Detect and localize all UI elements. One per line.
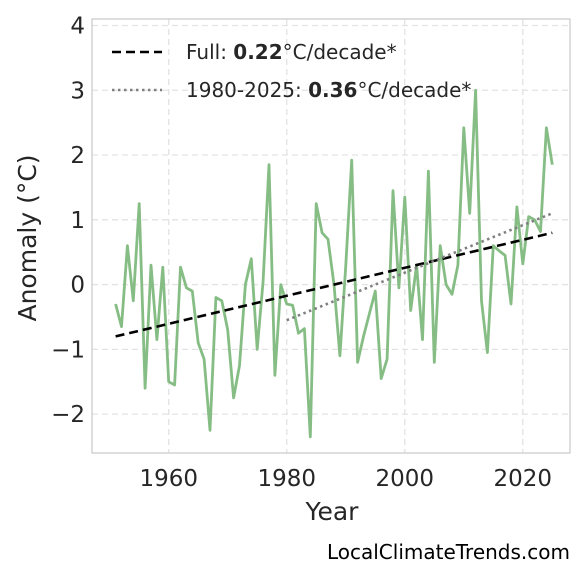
plot-frame xyxy=(91,18,571,454)
legend-series-name: 1980-2025: xyxy=(186,78,308,102)
legend-trend-value: 0.36 xyxy=(308,78,357,102)
y-tick-label: −1 xyxy=(51,337,85,363)
legend-trend-unit: °C/decade* xyxy=(357,78,471,102)
legend: Full: 0.22°C/decade*1980-2025: 0.36°C/de… xyxy=(112,40,471,102)
y-tick-label: −2 xyxy=(51,402,85,428)
y-tick-label: 1 xyxy=(70,208,85,234)
y-tick-label: 4 xyxy=(70,13,85,39)
data-marks xyxy=(114,88,554,439)
anomaly-series-line xyxy=(114,88,554,439)
legend-label: Full: 0.22°C/decade* xyxy=(186,40,397,64)
y-tick-label: 2 xyxy=(70,143,85,169)
y-tick-label: 0 xyxy=(70,273,85,299)
x-tick-label: 2020 xyxy=(494,466,553,492)
x-axis-label: Year xyxy=(305,497,360,526)
legend-series-name: Full: xyxy=(186,40,233,64)
x-tick-label: 1960 xyxy=(139,466,198,492)
legend-trend-unit: °C/decade* xyxy=(283,40,397,64)
y-tick-label: 3 xyxy=(70,78,85,104)
y-axis-label: Anomaly (°C) xyxy=(13,154,42,321)
x-tick-label: 1980 xyxy=(257,466,316,492)
legend-trend-value: 0.22 xyxy=(233,40,282,64)
legend-label: 1980-2025: 0.36°C/decade* xyxy=(186,78,471,102)
tick-labels: 1960 1980 2000 2020 −2 −1 0 1 2 3 4 xyxy=(51,13,552,492)
site-credit: LocalClimateTrends.com xyxy=(327,540,570,564)
trend-line-dashed xyxy=(115,231,553,338)
x-tick-label: 2000 xyxy=(375,466,434,492)
